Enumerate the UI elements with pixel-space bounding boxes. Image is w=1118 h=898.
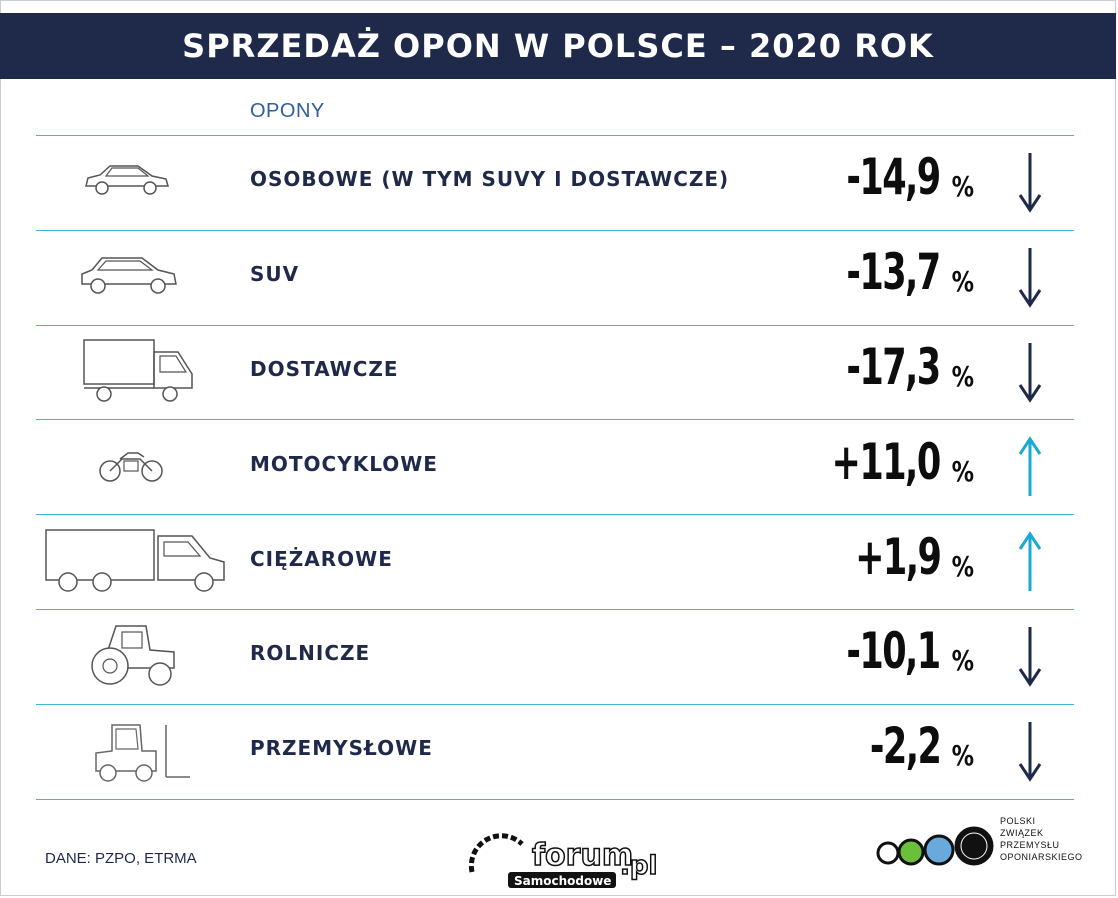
category-label: SUV: [250, 262, 300, 287]
table-row: SUV -13,7%: [0, 230, 1116, 325]
table-row: PRZEMYSŁOWE -2,2%: [0, 704, 1116, 799]
forum-samochodowe-watermark: forum .pl Samochodowe: [468, 833, 658, 888]
pzpo-line-4: OPONIARSKIEGO: [1000, 852, 1083, 862]
row-divider: [36, 324, 1074, 326]
truck-icon: [44, 528, 228, 598]
arrow-up-icon: [1018, 530, 1042, 597]
van-icon: [82, 338, 196, 408]
percent-sign: %: [951, 170, 974, 204]
suv-icon: [78, 250, 178, 300]
pzpo-line-3: PRZEMYSŁU: [1000, 840, 1060, 850]
category-label: OSOBOWE (W TYM SUVY I DOSTAWCZE): [250, 167, 730, 192]
arrow-down-icon: [1018, 246, 1042, 312]
percent-sign: %: [951, 549, 974, 583]
table-row: MOTOCYKLOWE +11,0%: [0, 419, 1116, 514]
category-label: PRZEMYSŁOWE: [250, 736, 433, 761]
pzpo-logo-text: POLSKI ZWIĄZEK PRZEMYSŁU OPONIARSKIEGO: [1000, 815, 1083, 863]
page-title: SPRZEDAŻ OPON W POLSCE – 2020 ROK: [182, 27, 934, 65]
percent-value: -14,9: [846, 148, 942, 207]
row-divider: [36, 609, 1074, 610]
category-label: DOSTAWCZE: [250, 356, 399, 381]
percent-sign: %: [951, 359, 974, 393]
percent-sign: %: [951, 644, 974, 678]
percent-sign: %: [951, 454, 974, 488]
arrow-down-icon: [1018, 625, 1042, 691]
watermark-sub: Samochodowe: [514, 874, 611, 888]
category-label: ROLNICZE: [250, 641, 371, 666]
percent-value: -10,1: [846, 622, 942, 681]
pzpo-line-2: ZWIĄZEK: [1000, 828, 1044, 838]
watermark-suffix: .pl: [620, 851, 657, 881]
arrow-up-icon: [1018, 436, 1042, 502]
arrow-down-icon: [1018, 720, 1042, 786]
percent-value: -13,7: [846, 243, 942, 302]
forklift-icon: [92, 721, 192, 787]
table-row: CIĘŻAROWE +1,9%: [0, 514, 1116, 609]
category-label: MOTOCYKLOWE: [250, 451, 438, 476]
percent-value: +11,0: [831, 432, 942, 491]
percent-sign: %: [951, 265, 974, 299]
row-divider: [36, 229, 1074, 231]
table-row: DOSTAWCZE -17,3%: [0, 325, 1116, 420]
arrow-down-icon: [1018, 341, 1042, 407]
percent-value: +1,9: [854, 527, 942, 586]
watermark-main: forum: [532, 838, 633, 873]
row-divider: [36, 135, 1074, 136]
row-divider: [36, 419, 1074, 421]
row-divider: [36, 514, 1074, 516]
table-row: ROLNICZE -10,1%: [0, 609, 1116, 704]
row-divider: [36, 798, 1074, 800]
column-header: OPONY: [250, 100, 325, 122]
pzpo-logo-circles: [876, 826, 994, 866]
source-note: DANE: PZPO, ETRMA: [45, 850, 197, 867]
title-banner: SPRZEDAŻ OPON W POLSCE – 2020 ROK: [0, 13, 1116, 79]
pzpo-line-1: POLSKI: [1000, 816, 1036, 826]
car-icon: [82, 158, 172, 202]
tractor-icon: [88, 622, 178, 692]
row-divider: [36, 703, 1074, 705]
category-label: CIĘŻAROWE: [250, 546, 393, 571]
percent-value: -17,3: [846, 337, 942, 396]
arrow-down-icon: [1018, 151, 1042, 217]
motorcycle-icon: [98, 443, 164, 487]
table-row: OSOBOWE (W TYM SUVY I DOSTAWCZE) -14,9%: [0, 135, 1116, 230]
percent-value: -2,2: [869, 717, 942, 776]
percent-sign: %: [951, 739, 974, 773]
